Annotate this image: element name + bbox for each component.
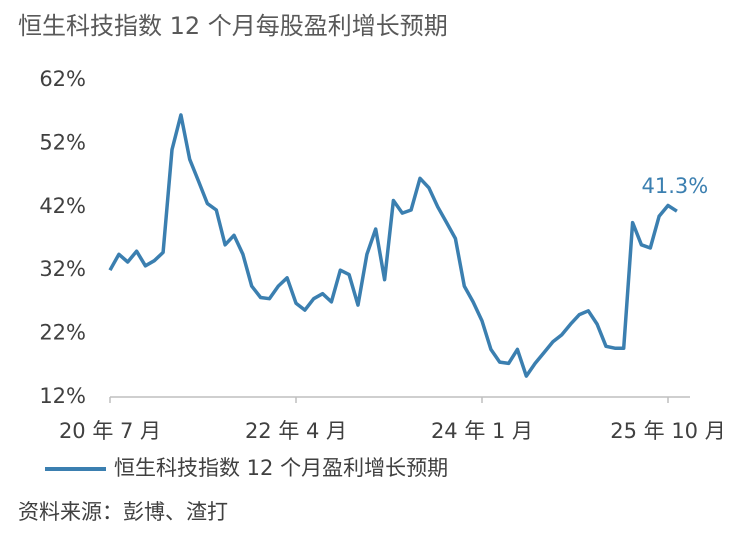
x-tick-label: 25 年 10 月 <box>610 419 725 443</box>
series-line <box>108 113 678 378</box>
y-tick-label: 42% <box>39 194 86 218</box>
x-tick-label: 20 年 7 月 <box>59 419 161 443</box>
source-note: 资料来源：彭博、渣打 <box>18 500 228 524</box>
chart-title: 恒生科技指数 12 个月每股盈利增长预期 <box>18 12 448 40</box>
x-tick-label: 22 年 4 月 <box>245 419 347 443</box>
value-label: 41.3% <box>641 174 708 198</box>
y-tick-label: 52% <box>39 130 86 154</box>
y-tick-label: 12% <box>39 384 86 408</box>
legend-label: 恒生科技指数 12 个月盈利增长预期 <box>114 456 448 480</box>
y-tick-label: 22% <box>39 321 86 345</box>
x-tick-label: 24 年 1 月 <box>431 419 533 443</box>
y-tick-label: 62% <box>39 67 86 91</box>
y-tick-label: 32% <box>39 257 86 281</box>
